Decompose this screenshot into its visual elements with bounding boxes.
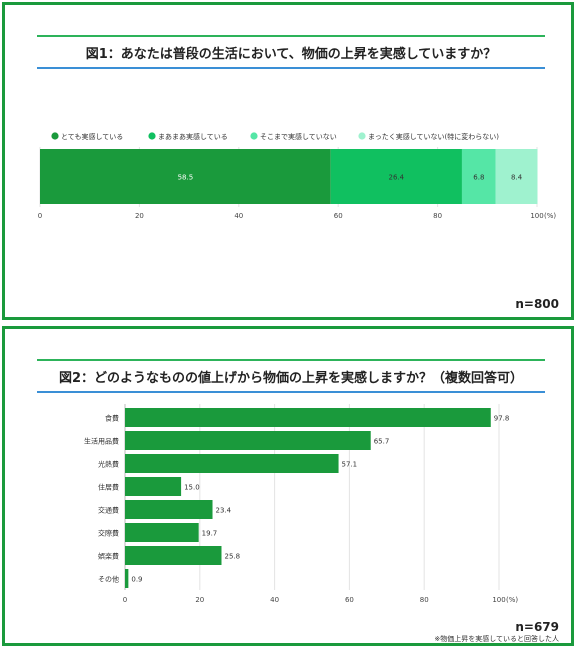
chart1-tick-label: 20 (135, 212, 144, 220)
chart2-tick-label: 60 (345, 596, 354, 604)
chart2-note: ※物価上昇を実感していると回答した人 (434, 635, 559, 643)
chart2-panel: 図2：どのようなものの値上げから物価の上昇を実感しますか？（複数回答可） 食費 9… (2, 326, 574, 646)
chart2-n-label: n=679 (515, 620, 559, 634)
chart2-bar (125, 523, 199, 542)
chart2-tick-label: 40 (270, 596, 279, 604)
chart2-bar (125, 477, 182, 496)
chart1-bar-segment-2 (461, 149, 496, 204)
chart1-legend-marker (250, 132, 258, 140)
chart2-value-label: 65.7 (374, 438, 390, 446)
chart1-legend-label: まあまあ実感している (158, 132, 228, 141)
chart2-title: 図2：どのようなものの値上げから物価の上昇を実感しますか？（複数回答可） (37, 359, 545, 393)
chart1-legend-label: とても実感している (61, 132, 123, 141)
chart1-tick-label: 80 (433, 212, 442, 220)
chart2-tick-label: 0 (123, 596, 127, 604)
chart2-value-label: 97.8 (494, 415, 510, 423)
chart1-bar-segment-1 (330, 149, 462, 204)
chart1-tick-label: 40 (234, 212, 243, 220)
chart1-legend-marker (148, 132, 156, 140)
chart1-legend-item-2: そこまで実感していない (250, 132, 337, 141)
chart2-category-label: 光熱費 (98, 460, 119, 469)
chart2-category-label: 交際費 (98, 529, 119, 538)
chart1-unit-label: (%) (544, 212, 556, 220)
chart2-bar (125, 408, 491, 427)
chart1-bar-label-2: 6.8 (473, 174, 484, 182)
chart2-bar (125, 431, 371, 450)
chart2-tick-label: 20 (195, 596, 204, 604)
chart2-category-label: その他 (98, 575, 119, 584)
chart1-legend-item-3: まったく実感していない(特に変わらない) (358, 132, 499, 141)
chart1-bar-segment-0 (40, 149, 331, 204)
chart1-legend-item-1: まあまあ実感している (148, 132, 228, 141)
chart1-legend-label: まったく実感していない(特に変わらない) (368, 132, 499, 141)
chart1-bar-label-3: 8.4 (511, 174, 523, 182)
chart1-bar-label-0: 58.5 (178, 174, 194, 182)
chart2-bar (125, 546, 222, 565)
chart2-value-label: 15.0 (184, 484, 200, 492)
chart2-bar (125, 500, 213, 519)
chart1-bar-segment-3 (495, 149, 538, 204)
chart2-value-label: 25.8 (224, 553, 240, 561)
chart1-panel: 図1：あなたは普段の生活において、物価の上昇を実感していますか？ とても実感して… (2, 2, 574, 320)
chart2-bar (125, 569, 129, 588)
chart1-tick-label: 100 (530, 212, 543, 220)
chart2-value-label: 0.9 (131, 576, 142, 584)
chart1-tick-label: 60 (334, 212, 343, 220)
chart2-value-label: 23.4 (216, 507, 232, 515)
chart2-unit-label: (%) (506, 596, 518, 604)
chart1-tick-label: 0 (38, 212, 42, 220)
chart2-category-label: 住居費 (98, 483, 119, 492)
chart1-n-label: n=800 (515, 297, 559, 311)
chart1-svg: とても実感している まあまあ実感している そこまで実感していない まったく実感していな… (38, 132, 557, 220)
chart1-legend-marker (51, 132, 59, 140)
chart2-category-label: 生活用品費 (84, 437, 119, 446)
chart2-svg: 食費 97.8 生活用品費 65.7 光熱費 57.1 住居費 15.0 交通費 23.4 交際費 1… (84, 404, 518, 604)
chart1-legend-item-0: とても実感している (51, 132, 123, 141)
chart1-title: 図1：あなたは普段の生活において、物価の上昇を実感していますか？ (37, 35, 545, 69)
chart2-tick-label: 100 (492, 596, 505, 604)
chart2-category-label: 交通費 (98, 506, 119, 515)
chart2-value-label: 19.7 (202, 530, 218, 538)
chart1-legend-marker (358, 132, 366, 140)
chart1-bar-label-1: 26.4 (389, 174, 405, 182)
chart2-bar (125, 454, 339, 473)
chart2-value-label: 57.1 (342, 461, 358, 469)
chart2-category-label: 食費 (105, 414, 119, 423)
chart2-category-label: 娯楽費 (98, 552, 119, 561)
chart1-legend-label: そこまで実感していない (260, 132, 337, 141)
chart2-tick-label: 80 (420, 596, 429, 604)
